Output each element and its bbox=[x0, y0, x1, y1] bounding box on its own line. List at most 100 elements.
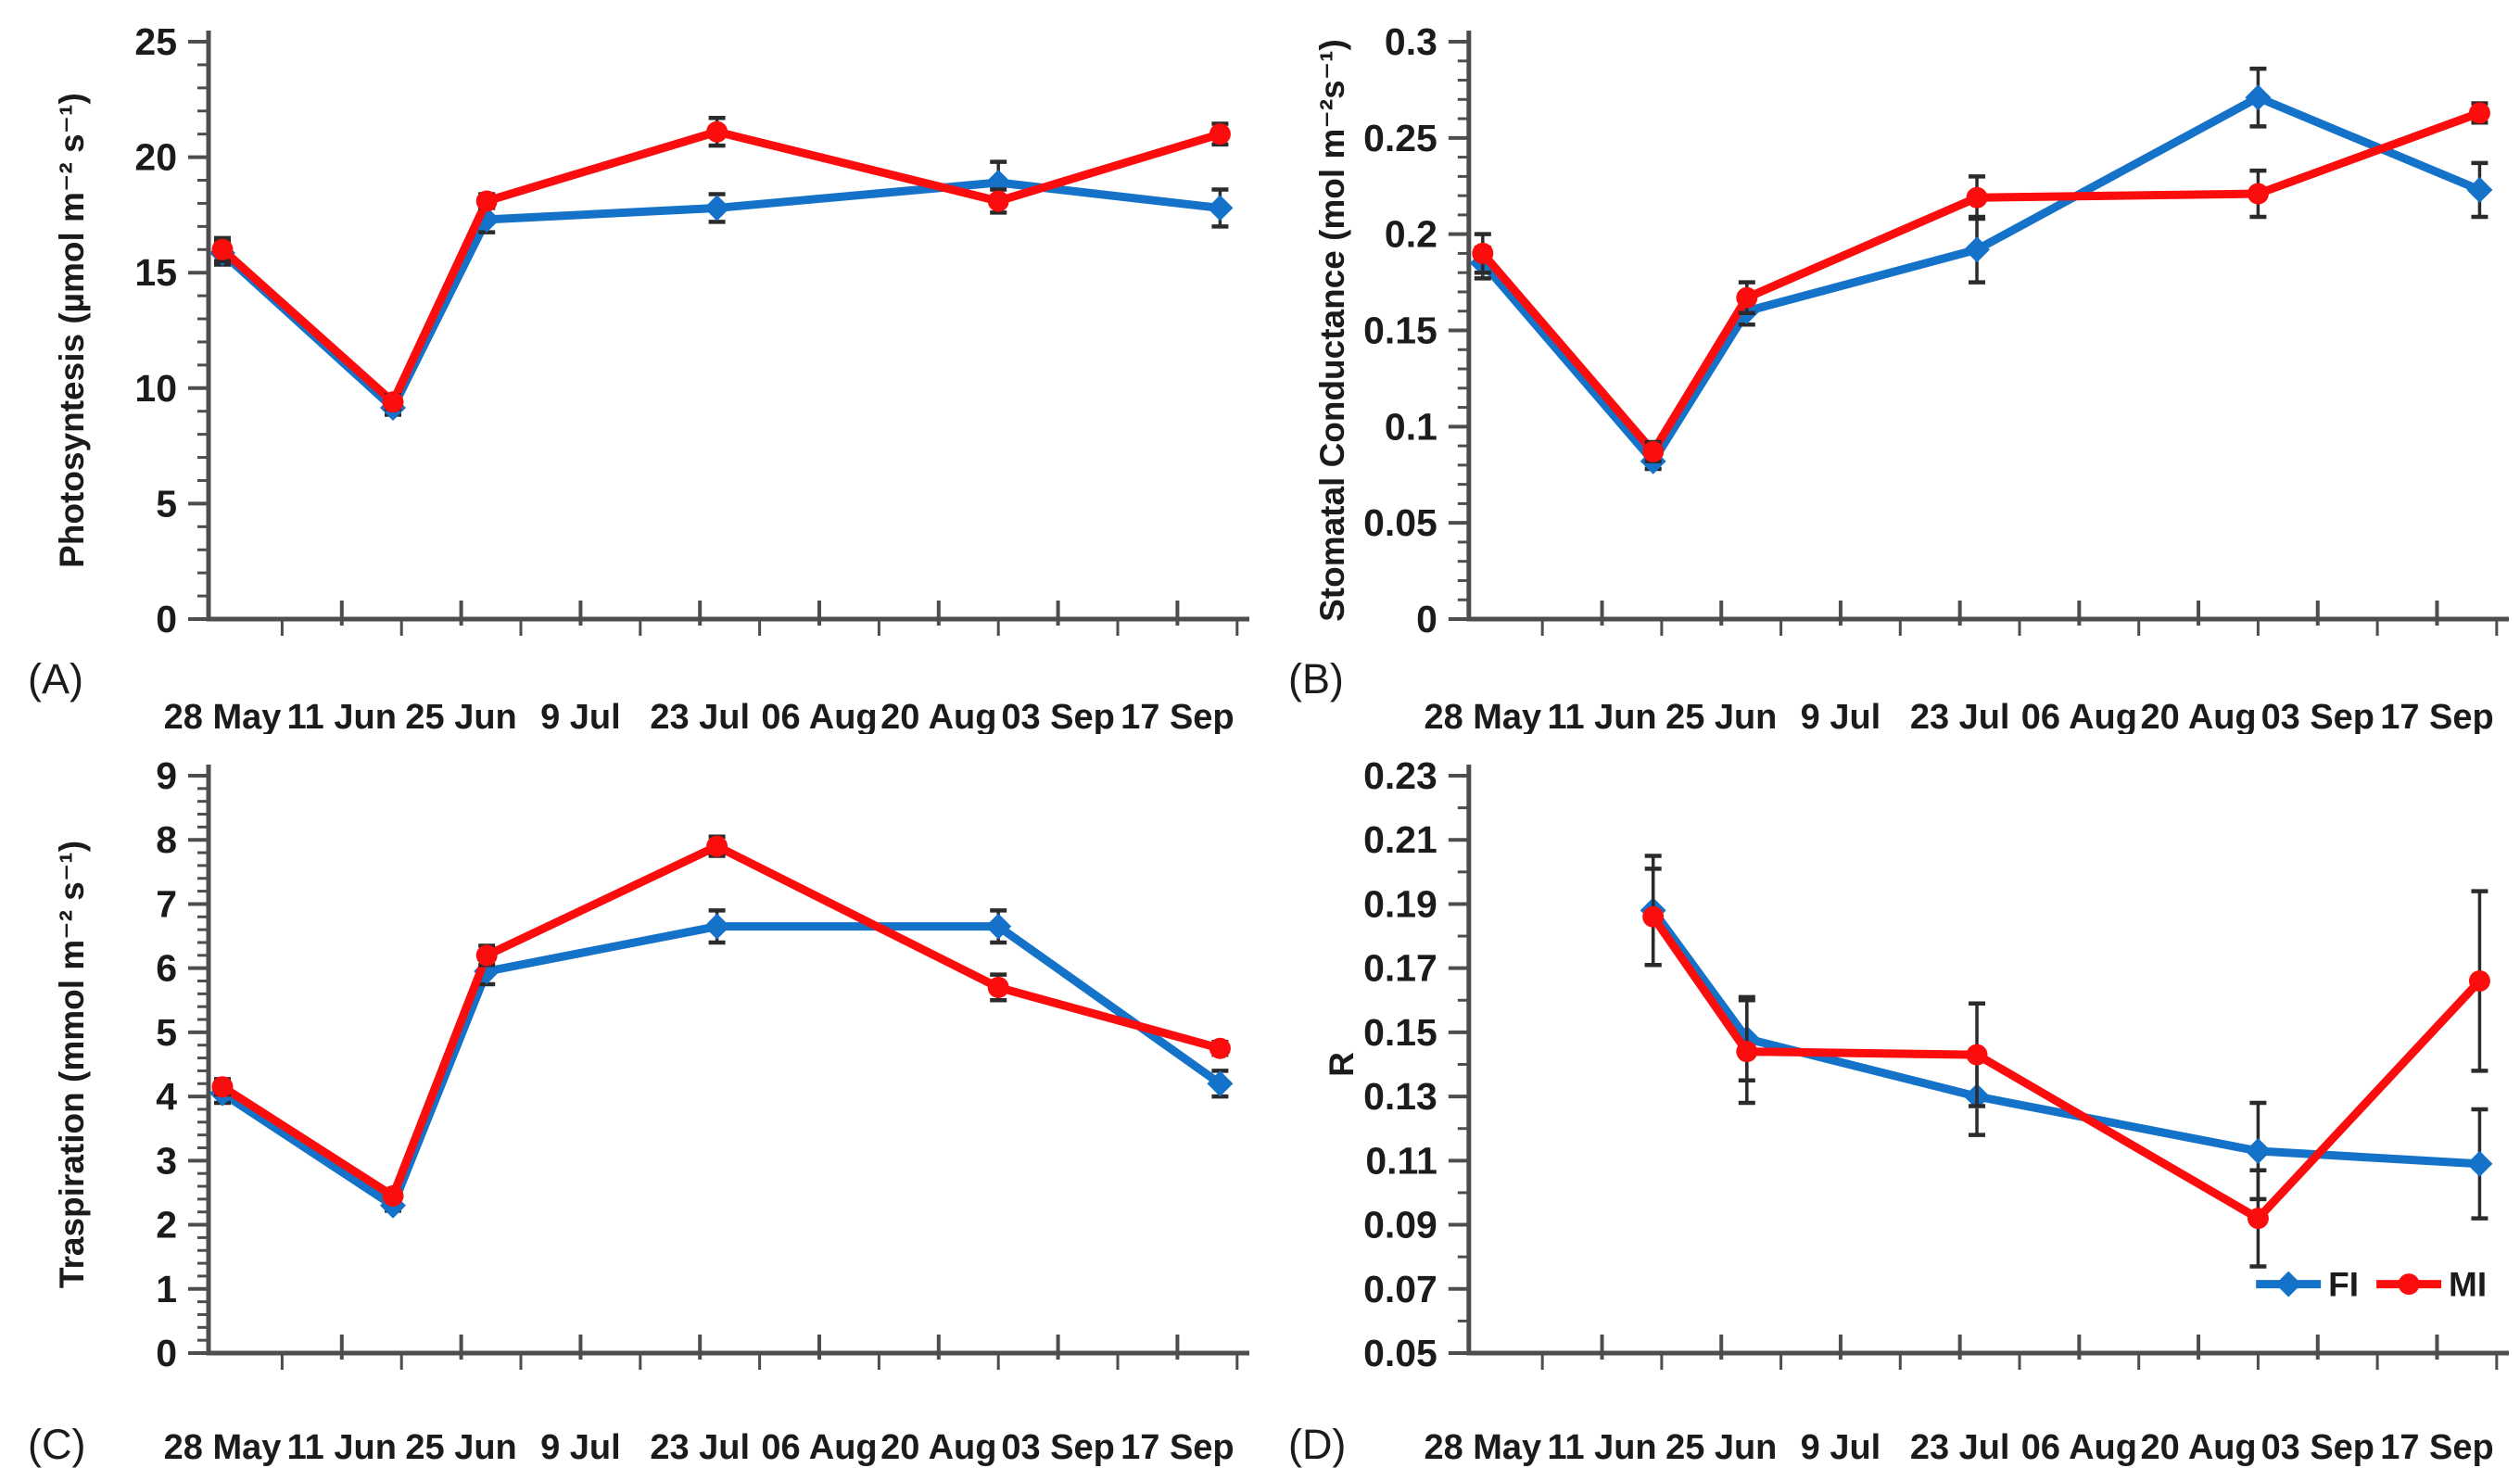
y-tick-label: 0.15 bbox=[1363, 1011, 1437, 1054]
data-point-mi bbox=[1966, 186, 1988, 209]
y-ticks: 25 20 15 10 5 0 bbox=[134, 20, 210, 640]
data-point-mi bbox=[475, 190, 498, 212]
y-tick-label: 20 bbox=[134, 136, 177, 179]
data-point-mi bbox=[1736, 286, 1758, 309]
error-bars-fi bbox=[214, 908, 1229, 1213]
y-tick-label: 7 bbox=[156, 882, 177, 925]
x-tick-label: 20 Aug bbox=[2140, 698, 2256, 734]
x-tick-label: 17 Sep bbox=[1121, 1428, 1235, 1467]
series-line-mi bbox=[1649, 912, 2484, 1223]
y-axis-title: Photosyntesis (µmol m⁻² s⁻¹) bbox=[53, 93, 91, 568]
data-point-mi bbox=[987, 976, 1009, 998]
series-mi bbox=[211, 115, 1231, 413]
data-point-mi bbox=[1209, 1037, 1231, 1059]
y-tick-label: 0.07 bbox=[1363, 1268, 1437, 1310]
x-tick-label: 9 Jul bbox=[540, 698, 621, 734]
y-tick-label: 6 bbox=[156, 947, 177, 990]
series-line-fi bbox=[1649, 905, 2484, 1169]
data-point-mi bbox=[1209, 123, 1231, 146]
data-point-fi bbox=[1207, 1070, 1234, 1097]
data-point-fi bbox=[703, 195, 730, 221]
error-bars-fi bbox=[1644, 854, 2488, 1221]
y-tick-label: 0.25 bbox=[1363, 117, 1437, 159]
x-ticks: 28 May 11 Jun 25 Jun 9 Jul 23 Jul 06 Aug 20 Au… bbox=[164, 1335, 1239, 1467]
data-point-mi bbox=[2247, 1208, 2269, 1230]
data-point-mi bbox=[706, 120, 728, 143]
y-tick-label: 5 bbox=[156, 482, 177, 525]
data-point-mi bbox=[211, 238, 234, 260]
panel-c-transpiration-chart: 9 8 7 6 5 4 3 2 1 0 28 May 11 Jun 25 Jun 9 Jul 23 Jul 0… bbox=[28, 754, 1249, 1468]
series-line-fi bbox=[218, 922, 1224, 1210]
data-point-mi bbox=[987, 190, 1009, 212]
data-point-mi bbox=[475, 944, 498, 967]
y-tick-label: 0.15 bbox=[1363, 309, 1437, 351]
panel-letter: (D) bbox=[1288, 1421, 1346, 1468]
x-ticks: 28 May 11 Jun 25 Jun 9 Jul 23 Jul 06 Aug 20 Au… bbox=[1425, 1335, 2499, 1467]
y-tick-label: 0.3 bbox=[1385, 20, 1437, 63]
x-tick-label: 28 May bbox=[164, 1428, 282, 1467]
x-tick-label: 06 Aug bbox=[761, 698, 877, 734]
panel-letter: (C) bbox=[28, 1421, 85, 1468]
data-point-fi bbox=[703, 913, 730, 940]
data-point-mi bbox=[1736, 1041, 1758, 1063]
markers-mi bbox=[1472, 102, 2490, 462]
data-point-mi bbox=[211, 1076, 234, 1098]
data-point-mi bbox=[706, 835, 728, 857]
y-tick-label: 0.05 bbox=[1363, 501, 1437, 544]
data-point-fi bbox=[2245, 1137, 2272, 1164]
x-tick-label: 28 May bbox=[164, 698, 282, 734]
data-point-mi bbox=[2468, 970, 2490, 993]
y-axis-title: R bbox=[1323, 1052, 1361, 1077]
y-tick-label: 0.05 bbox=[1363, 1332, 1437, 1374]
x-tick-label: 20 Aug bbox=[2140, 1428, 2256, 1467]
axes-b bbox=[1466, 31, 2510, 622]
series-line-mi bbox=[218, 127, 1224, 407]
x-tick-label: 11 Jun bbox=[1547, 698, 1656, 734]
y-ticks: 0.3 0.25 0.2 0.15 0.1 0.05 0 bbox=[1363, 20, 1471, 640]
error-bars-mi bbox=[214, 834, 1229, 1204]
x-tick-label: 28 May bbox=[1425, 698, 1542, 734]
panel-letter: (A) bbox=[28, 655, 83, 702]
x-tick-label: 25 Jun bbox=[405, 698, 516, 734]
y-tick-label: 0.19 bbox=[1363, 882, 1437, 925]
markers-mi bbox=[1642, 905, 2490, 1230]
legend-label-mi: MI bbox=[2449, 1266, 2487, 1304]
legend-marker-mi bbox=[2398, 1273, 2420, 1296]
y-tick-label: 4 bbox=[156, 1075, 177, 1118]
x-tick-label: 03 Sep bbox=[2261, 698, 2374, 734]
data-point-fi bbox=[1964, 236, 1991, 263]
x-tick-label: 23 Jul bbox=[650, 698, 750, 734]
x-tick-label: 03 Sep bbox=[1001, 698, 1115, 734]
panel-letter: (B) bbox=[1288, 655, 1344, 702]
legend-marker-fi bbox=[2275, 1271, 2302, 1297]
panel-b-stomatal-conductance: 0.3 0.25 0.2 0.15 0.1 0.05 0 28 May 11 Jun 25 Jun… bbox=[1260, 0, 2520, 734]
x-tick-label: 20 Aug bbox=[880, 698, 996, 734]
series-mi bbox=[1472, 101, 2490, 463]
data-point-mi bbox=[1472, 242, 1494, 264]
y-ticks: 0.23 0.21 0.19 0.17 0.15 0.13 0.11 0.09 0.07 0.05 bbox=[1363, 754, 1471, 1374]
data-point-fi bbox=[2466, 176, 2493, 203]
y-tick-label: 0.21 bbox=[1363, 818, 1437, 861]
x-tick-label: 20 Aug bbox=[880, 1428, 996, 1467]
markers-mi bbox=[211, 835, 1231, 1207]
panel-d-r-index-chart: 0.23 0.21 0.19 0.17 0.15 0.13 0.11 0.09 0.07 0.05… bbox=[1288, 754, 2510, 1468]
data-point-mi bbox=[2468, 102, 2490, 124]
axes-d bbox=[1466, 765, 2510, 1356]
y-tick-label: 25 bbox=[134, 20, 177, 63]
y-tick-label: 0.2 bbox=[1385, 213, 1437, 256]
x-tick-label: 23 Jul bbox=[1910, 1428, 2010, 1467]
y-tick-label: 0.13 bbox=[1363, 1075, 1437, 1118]
legend-item-fi: FI bbox=[2256, 1266, 2359, 1304]
markers-mi bbox=[211, 120, 1231, 413]
axes-a bbox=[206, 31, 1249, 622]
y-tick-label: 2 bbox=[156, 1204, 177, 1247]
x-tick-label: 23 Jul bbox=[1910, 698, 2010, 734]
data-point-mi bbox=[382, 1184, 404, 1207]
x-tick-label: 9 Jul bbox=[1801, 1428, 1881, 1467]
data-point-fi bbox=[1207, 195, 1234, 221]
data-point-mi bbox=[382, 391, 404, 413]
series-line-fi bbox=[1478, 93, 2484, 466]
error-bars-mi bbox=[214, 115, 1229, 411]
data-point-mi bbox=[1642, 440, 1665, 462]
